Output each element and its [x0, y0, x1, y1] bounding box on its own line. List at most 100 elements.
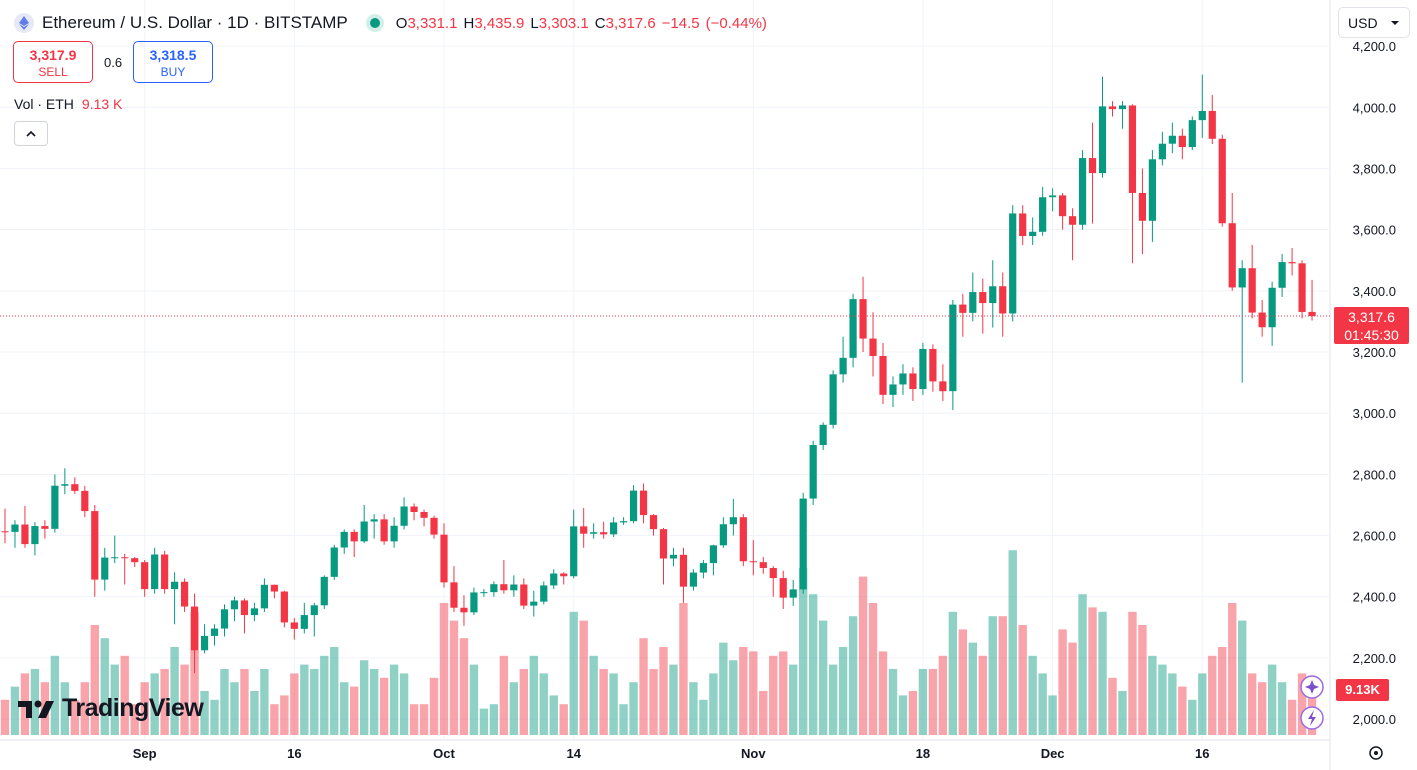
candle-body	[1298, 263, 1306, 312]
candle-body	[21, 524, 29, 545]
volume-bar	[848, 616, 858, 735]
volume-bar	[80, 682, 90, 735]
volume-bar	[609, 673, 618, 735]
candle-body	[819, 424, 827, 446]
volume-bar	[389, 664, 399, 735]
candle-body	[61, 484, 69, 486]
candle-body	[161, 554, 169, 590]
volume-bar	[70, 699, 80, 735]
ohlc-value: 3,303.1	[538, 14, 589, 32]
candle-body	[1308, 311, 1316, 317]
volume-bar	[1257, 682, 1267, 735]
candle-body	[879, 355, 887, 395]
candle-body	[759, 562, 767, 568]
y-tick-label: 4,000.0	[1353, 100, 1396, 115]
candle-body	[1128, 105, 1137, 193]
volume-bar	[689, 682, 698, 735]
candle-body	[1278, 262, 1286, 288]
volume-bar	[90, 625, 99, 735]
candle-body	[1138, 192, 1147, 221]
volume-legend: Vol · ETH 9.13 K	[14, 96, 122, 112]
volume-bar	[1068, 642, 1077, 735]
candle-body	[1268, 287, 1276, 328]
volume-bar	[589, 655, 598, 735]
candle-body	[1158, 143, 1166, 160]
x-tick-label: Sep	[133, 746, 157, 761]
candle-body	[1148, 159, 1157, 221]
ohlc-letter: C	[594, 14, 606, 32]
volume-badge: 9.13K	[1336, 679, 1389, 701]
ohlc-value: 3,435.9	[474, 14, 525, 32]
volume-bar	[539, 673, 548, 735]
volume-bar	[1228, 603, 1237, 735]
volume-bar	[369, 669, 379, 735]
volume-bar	[599, 669, 608, 735]
volume-bar	[958, 629, 968, 735]
volume-bar	[888, 669, 898, 735]
volume-value: 9.13 K	[81, 96, 123, 112]
market-status[interactable]	[369, 18, 380, 28]
x-tick-label: Nov	[741, 746, 766, 761]
volume-bar	[200, 691, 209, 735]
volume-bar	[120, 655, 129, 735]
candle-body	[480, 592, 488, 594]
volume-bar	[409, 704, 419, 735]
candle-body	[600, 532, 608, 535]
volume-bar	[1237, 620, 1247, 735]
volume-bar	[170, 647, 179, 735]
sell-button[interactable]: 3,317.9 SELL	[13, 41, 93, 83]
x-tick-label: Dec	[1041, 746, 1065, 761]
volume-bar	[260, 669, 269, 735]
candle-body	[1068, 216, 1077, 225]
settings-icon[interactable]	[1369, 746, 1383, 760]
ohlc-value: 3,317.6	[605, 14, 656, 32]
x-tick-label: 16	[287, 746, 301, 761]
candle-body	[500, 584, 508, 591]
candle-body	[959, 304, 967, 313]
collapse-button[interactable]	[14, 121, 48, 146]
y-tick-label: 3,600.0	[1353, 223, 1396, 238]
y-tick-label: 3,800.0	[1353, 161, 1396, 176]
candle-body	[619, 521, 628, 523]
candle-body	[490, 584, 498, 593]
volume-bar	[1018, 625, 1027, 735]
last-price: 3,317.6	[1348, 309, 1395, 326]
candle-body	[659, 529, 668, 559]
volume-bar	[110, 664, 119, 735]
volume-bar	[908, 691, 918, 735]
logo-mark	[18, 700, 54, 718]
volume-bar	[769, 655, 778, 735]
volume-bar	[818, 620, 828, 735]
candle-body	[91, 511, 99, 580]
volume-bar	[898, 695, 908, 735]
volume-bar	[798, 567, 808, 735]
ohlc-letter: O	[395, 14, 408, 32]
candle-body	[560, 573, 568, 577]
symbol-title[interactable]: Ethereum / U.S. Dollar · 1D · BITSTAMP	[42, 13, 348, 32]
candle-body	[11, 524, 19, 532]
volume-bar	[789, 664, 798, 735]
volume-bar	[1218, 647, 1227, 735]
candle-body	[1178, 135, 1186, 148]
volume-bar	[988, 616, 997, 735]
volume-bar	[838, 647, 848, 735]
volume-bar	[1277, 682, 1287, 735]
volume-bar	[160, 669, 169, 735]
candle-body	[580, 526, 588, 534]
logo[interactable]: TradingView	[18, 694, 204, 723]
volume-bar	[649, 669, 658, 735]
volume-bar	[1208, 655, 1217, 735]
currency-select[interactable]: USD	[1338, 7, 1410, 38]
candle-body	[1039, 197, 1047, 232]
candle-body	[121, 557, 129, 559]
volume-bar	[1108, 677, 1117, 735]
volume-bar	[998, 616, 1007, 735]
volume-bar	[270, 704, 279, 735]
candle-body	[200, 635, 209, 651]
volume-bar	[190, 611, 199, 735]
candle-body	[899, 373, 907, 385]
candle-body	[240, 600, 249, 616]
candle-body	[440, 534, 448, 583]
buy-button[interactable]: 3,318.5 BUY	[133, 41, 213, 83]
candle-body	[1238, 268, 1246, 288]
